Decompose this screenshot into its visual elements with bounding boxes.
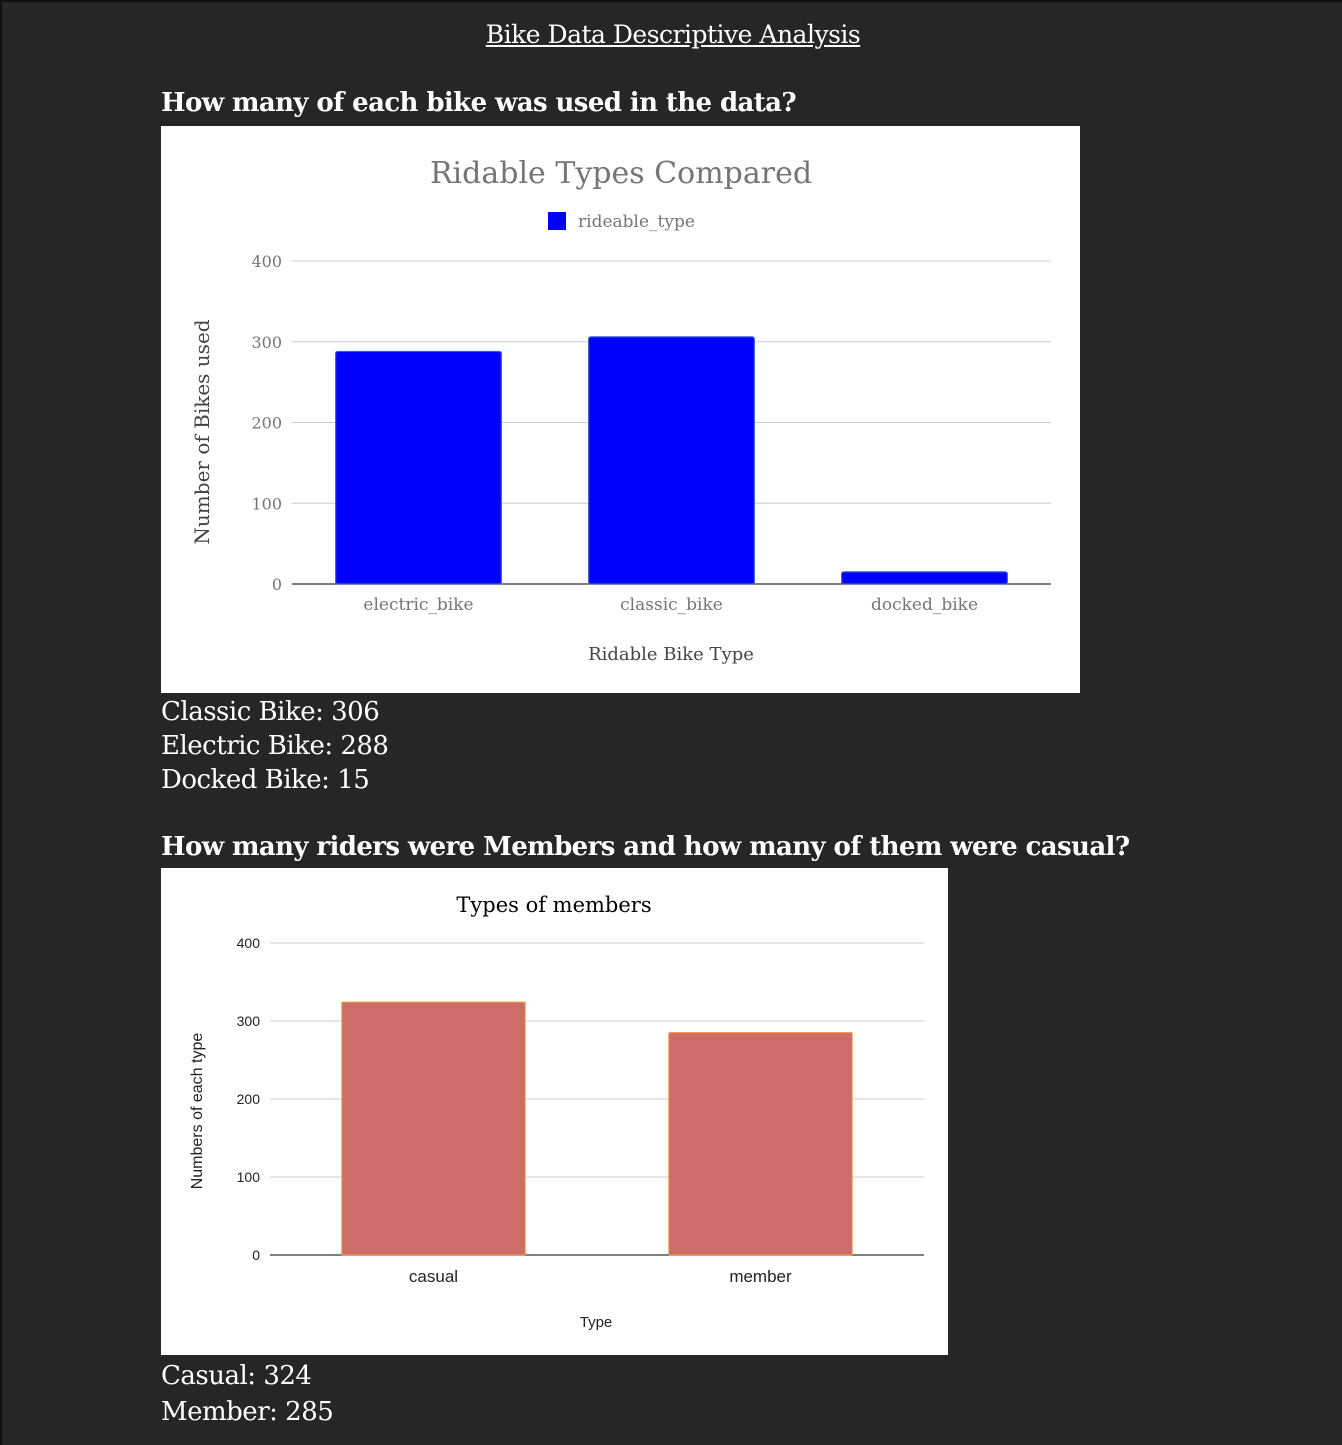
- y-tick-label: 400: [251, 252, 282, 271]
- bar-casual: [341, 1001, 526, 1256]
- bike-stats: Classic Bike: 306 Electric Bike: 288 Doc…: [161, 695, 389, 797]
- chart-title: Types of members: [456, 893, 651, 917]
- stat-member: Member: 285: [161, 1397, 334, 1427]
- legend-label: rideable_type: [578, 212, 695, 232]
- y-tick-label: 300: [237, 1013, 261, 1029]
- member-stats: Casual: 324 Member: 285: [161, 1358, 334, 1430]
- y-tick-label: 200: [251, 414, 282, 433]
- member-types-svg: Types of members 0 100 200 300 400 casual mem…: [189, 893, 924, 1331]
- y-tick-label: 100: [237, 1169, 261, 1185]
- x-axis-label: Ridable Bike Type: [588, 644, 754, 665]
- y-axis-label: Numbers of each type: [189, 1033, 206, 1190]
- y-tick-label: 200: [237, 1091, 261, 1107]
- chart-member-types: Types of members 0 100 200 300 400 casual mem…: [161, 868, 948, 1355]
- x-tick-label: classic_bike: [620, 595, 723, 615]
- bar-member: [668, 1032, 853, 1256]
- y-tick-label: 100: [251, 494, 282, 513]
- y-tick-label: 0: [252, 1247, 260, 1263]
- x-axis-label: Type: [580, 1314, 613, 1331]
- y-tick-label: 0: [272, 575, 282, 594]
- chart-title: Ridable Types Compared: [430, 156, 812, 191]
- chart-ridable-types: Ridable Types Compared rideable_type 0 10…: [161, 126, 1080, 693]
- stat-casual: Casual: 324: [161, 1361, 312, 1391]
- ridable-types-svg: Ridable Types Compared rideable_type 0 10…: [190, 156, 1051, 665]
- x-tick-label: docked_bike: [871, 595, 978, 615]
- x-tick-label: electric_bike: [363, 595, 473, 615]
- page-title: Bike Data Descriptive Analysis: [485, 20, 861, 49]
- legend-swatch: [548, 212, 566, 230]
- x-tick-label: casual: [409, 1267, 458, 1286]
- stat-docked: Docked Bike: 15: [161, 765, 370, 795]
- y-axis-label: Number of Bikes used: [190, 319, 214, 544]
- bar-classic_bike: [588, 336, 755, 585]
- y-tick-label: 400: [237, 935, 261, 951]
- question-member-types: How many riders were Members and how man…: [161, 832, 1130, 862]
- stat-classic: Classic Bike: 306: [161, 697, 380, 727]
- question-bike-usage: How many of each bike was used in the da…: [161, 88, 797, 118]
- stat-electric: Electric Bike: 288: [161, 731, 389, 761]
- bar-docked_bike: [841, 571, 1008, 585]
- bar-electric_bike: [335, 350, 502, 585]
- x-tick-label: member: [729, 1267, 792, 1286]
- y-tick-label: 300: [251, 333, 282, 352]
